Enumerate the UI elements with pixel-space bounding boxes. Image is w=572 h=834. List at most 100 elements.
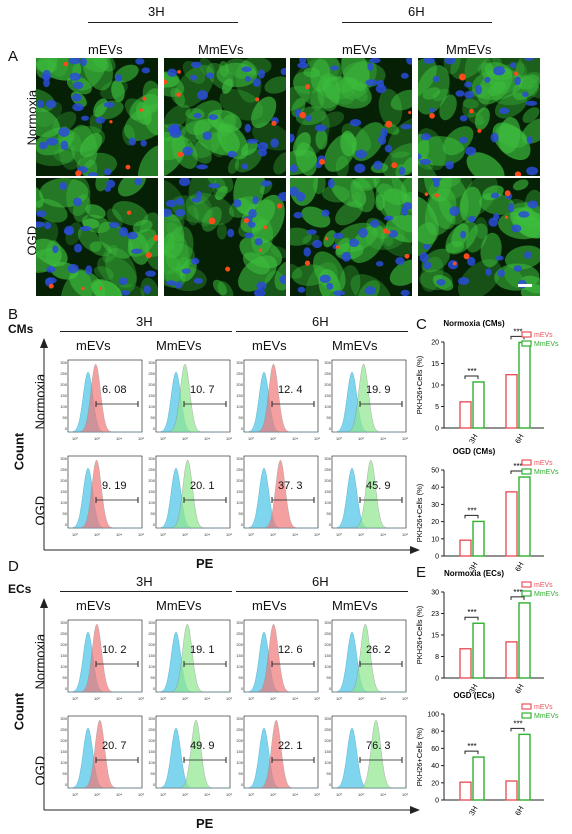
svg-text:250: 250 bbox=[324, 371, 331, 376]
legend-label: MmEVs bbox=[534, 341, 559, 348]
svg-text:150: 150 bbox=[324, 489, 331, 494]
svg-text:0: 0 bbox=[153, 426, 156, 431]
histogram-value-r2-c3: 37. 3 bbox=[278, 480, 303, 492]
histogram-r2-c3: 300 250 200 150 100 50 0 10⁰ 10² 10⁴ 10⁶ bbox=[236, 455, 320, 537]
panelB-group-1: 6H bbox=[312, 314, 329, 329]
significance-mark: *** bbox=[513, 588, 522, 597]
svg-text:10²: 10² bbox=[182, 532, 188, 537]
svg-text:50: 50 bbox=[327, 415, 332, 420]
panelB-axis-arrows bbox=[40, 338, 420, 554]
svg-text:0: 0 bbox=[65, 686, 68, 691]
micrograph-r1-c3 bbox=[290, 58, 412, 176]
bar bbox=[518, 602, 531, 679]
bar bbox=[505, 641, 518, 679]
histogram-r1-c2: 300 250 200 150 100 50 0 10⁰ 10² 10⁴ 10⁶ bbox=[148, 619, 232, 701]
svg-text:0: 0 bbox=[153, 782, 156, 787]
svg-text:300: 300 bbox=[148, 620, 155, 625]
legend-label: MmEVs bbox=[534, 469, 559, 476]
svg-text:10²: 10² bbox=[182, 696, 188, 701]
legend-swatch bbox=[521, 340, 532, 347]
svg-text:50: 50 bbox=[63, 771, 68, 776]
svg-text:10⁰: 10⁰ bbox=[336, 436, 342, 441]
svg-text:10²: 10² bbox=[358, 436, 364, 441]
svg-text:0: 0 bbox=[241, 782, 244, 787]
svg-text:50: 50 bbox=[327, 771, 332, 776]
svg-text:100: 100 bbox=[324, 760, 331, 765]
panel-e-letter: E bbox=[416, 564, 427, 581]
svg-text:10⁰: 10⁰ bbox=[248, 436, 254, 441]
bar-chart-xtick: 3H bbox=[467, 682, 480, 695]
bar bbox=[472, 756, 485, 801]
bar bbox=[505, 780, 518, 801]
panel-a-col-1: mEVs bbox=[88, 42, 123, 57]
svg-text:10⁶: 10⁶ bbox=[226, 792, 232, 797]
svg-text:50: 50 bbox=[239, 771, 244, 776]
panelB-group-0: 3H bbox=[136, 314, 153, 329]
bar bbox=[505, 491, 518, 557]
svg-text:10⁰: 10⁰ bbox=[248, 792, 254, 797]
svg-text:10⁶: 10⁶ bbox=[314, 436, 320, 441]
legend-swatch bbox=[521, 459, 532, 466]
bar-chart-ytick: 23 bbox=[431, 611, 439, 618]
bar bbox=[459, 539, 472, 557]
svg-text:100: 100 bbox=[60, 760, 67, 765]
histogram-value-r1-c2: 10. 7 bbox=[190, 384, 215, 396]
bar-chart-xtick: 6H bbox=[513, 432, 526, 445]
svg-text:200: 200 bbox=[236, 478, 243, 483]
svg-text:50: 50 bbox=[63, 415, 68, 420]
histogram-r2-c1: 300 250 200 150 100 50 0 10⁰ 10² 10⁴ 10⁶ bbox=[60, 455, 144, 537]
bar-chart-ytick: 8 bbox=[435, 654, 439, 661]
svg-text:10⁰: 10⁰ bbox=[160, 696, 166, 701]
svg-text:150: 150 bbox=[324, 749, 331, 754]
svg-text:10⁰: 10⁰ bbox=[248, 696, 254, 701]
histogram-value-r1-c1: 6. 08 bbox=[102, 384, 127, 396]
svg-text:150: 150 bbox=[236, 749, 243, 754]
svg-text:150: 150 bbox=[60, 749, 67, 754]
bar bbox=[472, 381, 485, 429]
histogram-r1-c4: 300 250 200 150 100 50 0 10⁰ 10² 10⁴ 10⁶ bbox=[324, 619, 408, 701]
bar-chart-xtick: 3H bbox=[467, 560, 480, 573]
svg-text:10⁴: 10⁴ bbox=[204, 792, 210, 797]
svg-text:150: 150 bbox=[148, 393, 155, 398]
panel-c-letter: C bbox=[416, 316, 427, 333]
svg-text:10⁶: 10⁶ bbox=[402, 532, 408, 537]
panel-a-col-2: MmEVs bbox=[198, 42, 244, 57]
histogram-value-r2-c1: 20. 7 bbox=[102, 740, 127, 752]
svg-text:150: 150 bbox=[60, 393, 67, 398]
histogram-value-r1-c1: 10. 2 bbox=[102, 644, 127, 656]
bar-chart-ytick: 30 bbox=[431, 502, 439, 509]
svg-text:0: 0 bbox=[329, 426, 332, 431]
svg-text:0: 0 bbox=[65, 782, 68, 787]
svg-text:150: 150 bbox=[324, 653, 331, 658]
svg-text:250: 250 bbox=[60, 727, 67, 732]
svg-text:10²: 10² bbox=[182, 436, 188, 441]
svg-text:150: 150 bbox=[148, 749, 155, 754]
svg-text:150: 150 bbox=[148, 489, 155, 494]
svg-text:100: 100 bbox=[236, 760, 243, 765]
svg-text:10⁰: 10⁰ bbox=[160, 532, 166, 537]
legend-label: MmEVs bbox=[534, 591, 559, 598]
svg-text:10²: 10² bbox=[358, 792, 364, 797]
histogram-value-r2-c4: 45. 9 bbox=[366, 480, 391, 492]
svg-text:200: 200 bbox=[148, 382, 155, 387]
svg-text:150: 150 bbox=[324, 393, 331, 398]
histogram-value-r2-c1: 9. 19 bbox=[102, 480, 127, 492]
micrograph-r2-c2 bbox=[164, 178, 286, 296]
svg-text:250: 250 bbox=[148, 727, 155, 732]
svg-text:10⁴: 10⁴ bbox=[292, 696, 298, 701]
significance-mark: *** bbox=[513, 327, 522, 336]
svg-text:300: 300 bbox=[60, 620, 67, 625]
bar bbox=[459, 401, 472, 429]
svg-text:0: 0 bbox=[329, 686, 332, 691]
svg-text:10⁶: 10⁶ bbox=[402, 436, 408, 441]
panelB-col-3: mEVs bbox=[252, 338, 287, 353]
svg-text:0: 0 bbox=[241, 426, 244, 431]
legend-label: mEVs bbox=[534, 582, 553, 589]
bar-chart-ytick: 80 bbox=[431, 729, 439, 736]
histogram-value-r2-c3: 22. 1 bbox=[278, 740, 303, 752]
svg-text:300: 300 bbox=[60, 716, 67, 721]
svg-text:10⁴: 10⁴ bbox=[380, 792, 386, 797]
bar-chart-ytick: 20 bbox=[431, 340, 439, 347]
svg-text:10²: 10² bbox=[94, 532, 100, 537]
